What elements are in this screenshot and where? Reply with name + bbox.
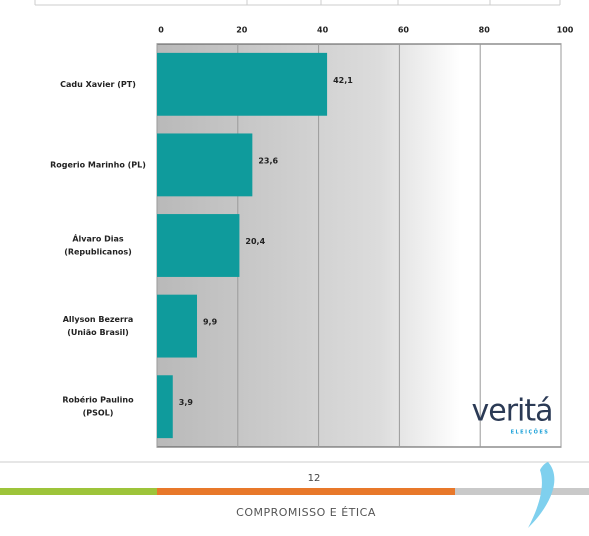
x-tick-label: 80 (479, 26, 491, 35)
value-label: 9,9 (203, 318, 218, 327)
x-tick-label: 60 (398, 26, 410, 35)
bar (157, 294, 197, 358)
logo-subtitle: ELEIÇÕES (511, 429, 550, 436)
bar (157, 133, 253, 197)
category-label: (PSOL) (83, 409, 114, 418)
footer-bar-orange (157, 488, 455, 495)
feather (528, 462, 555, 528)
category-label: Rogerio Marinho (PL) (50, 160, 146, 169)
footer-bar-gray (455, 488, 589, 495)
logo-name: veritá (471, 394, 552, 429)
x-tick-label: 100 (557, 26, 574, 35)
category-label: Allyson Bezerra (63, 315, 134, 324)
x-tick-label: 20 (236, 26, 248, 35)
value-label: 3,9 (179, 398, 194, 407)
bar (157, 214, 240, 277)
category-label: Álvaro Dias (72, 233, 124, 244)
bar (157, 375, 173, 439)
category-label: Robério Paulino (62, 395, 134, 405)
logo: veritá ELEIÇÕES (471, 394, 553, 436)
table-border (34, 0, 561, 6)
footer-bar-green (0, 488, 157, 495)
footer-text: COMPROMISSO E ÉTICA (236, 506, 376, 519)
category-label: (Republicanos) (64, 248, 132, 257)
x-tick-label: 40 (317, 26, 329, 35)
bar (157, 52, 328, 116)
value-label: 20,4 (245, 237, 265, 246)
x-tick-label: 0 (158, 26, 164, 35)
category-label: (União Brasil) (67, 328, 129, 337)
category-label: Cadu Xavier (PT) (60, 80, 136, 89)
value-label: 42,1 (333, 76, 353, 85)
value-label: 23,6 (258, 156, 278, 165)
page-number: 12 (308, 473, 321, 484)
